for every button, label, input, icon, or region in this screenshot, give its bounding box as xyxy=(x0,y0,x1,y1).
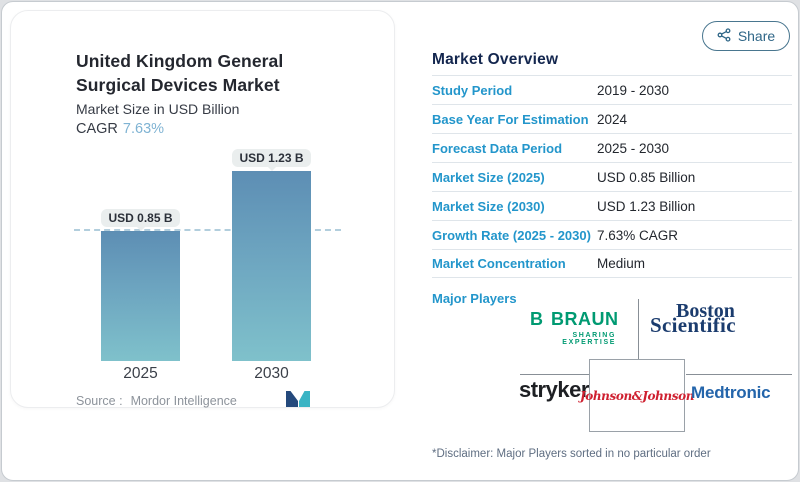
row-value: 2019 - 2030 xyxy=(597,82,670,98)
row-label: Growth Rate (2025 - 2030) xyxy=(432,227,591,243)
chart-subtitle: Market Size in USD Billion xyxy=(76,101,240,117)
row-label: Study Period xyxy=(432,82,513,98)
data-label-2030: USD 1.23 B xyxy=(232,149,311,171)
share-button-label: Share xyxy=(737,28,776,44)
chart-title: United Kingdom General Surgical Devices … xyxy=(76,51,284,95)
x-tick-2025: 2025 xyxy=(123,365,158,382)
reference-dashed-line xyxy=(74,229,341,231)
row-value: 2024 xyxy=(597,111,628,127)
row-value: USD 1.23 Billion xyxy=(597,198,696,214)
bbraun-b-letter: B xyxy=(530,309,543,329)
table-row-forecast-period: Forecast Data Period 2025 - 2030 xyxy=(432,133,792,162)
johnson-johnson-logo-box: Johnson&Johnson xyxy=(580,359,694,432)
stryker-logo: stryker xyxy=(519,377,589,402)
share-icon xyxy=(717,27,731,45)
row-label: Market Concentration xyxy=(432,256,566,271)
data-label-2025: USD 0.85 B xyxy=(101,209,180,231)
market-overview-title: Market Overview xyxy=(432,51,559,68)
table-row-base-year: Base Year For Estimation 2024 xyxy=(432,104,792,133)
row-label: Forecast Data Period xyxy=(432,140,563,156)
table-row-study-period: Study Period 2019 - 2030 xyxy=(432,75,792,104)
table-row-market-concentration: Market Concentration Medium xyxy=(432,249,792,278)
medtronic-logo: Medtronic xyxy=(691,383,771,402)
x-tick-2030: 2030 xyxy=(254,365,289,382)
bar-2025 xyxy=(101,231,180,361)
mordor-intelligence-logo-icon xyxy=(286,391,310,412)
players-horizontal-divider-left xyxy=(520,374,589,375)
cagr-value: 7.63% xyxy=(122,121,165,137)
row-label: Market Size (2030) xyxy=(432,198,545,214)
table-row-market-size-2030: Market Size (2030) USD 1.23 Billion xyxy=(432,191,792,220)
row-label: Market Size (2025) xyxy=(432,169,545,185)
row-value: Medium xyxy=(597,256,646,271)
bar-2030 xyxy=(232,171,311,361)
share-button[interactable]: Share xyxy=(702,21,790,51)
major-players-label: Major Players xyxy=(432,291,517,306)
johnson-johnson-logo: Johnson&Johnson xyxy=(579,388,695,403)
players-horizontal-divider-right xyxy=(686,374,792,375)
source-name: Mordor Intelligence xyxy=(130,394,237,408)
market-overview-table: Study Period 2019 - 2030 Base Year For E… xyxy=(432,75,792,278)
source-attribution: Source : Mordor Intelligence xyxy=(76,394,237,408)
row-value: 2025 - 2030 xyxy=(597,140,670,156)
table-row-market-size-2025: Market Size (2025) USD 0.85 Billion xyxy=(432,162,792,191)
players-disclaimer: *Disclaimer: Major Players sorted in no … xyxy=(432,448,711,460)
bbraun-tagline: SHARING EXPERTISE xyxy=(562,332,616,346)
chart-cagr: CAGR 7.63% xyxy=(76,121,164,137)
cagr-label: CAGR xyxy=(76,121,118,137)
bbraun-name: BRAUN xyxy=(551,309,619,329)
boston-line1: Boston xyxy=(676,300,735,322)
row-value: 7.63% CAGR xyxy=(597,227,679,243)
row-label: Base Year For Estimation xyxy=(432,111,589,127)
boston-line2: Scientific xyxy=(650,313,736,337)
boston-scientific-logo: Boston Scientific xyxy=(650,300,736,337)
source-label: Source : xyxy=(76,394,123,408)
row-value: USD 0.85 Billion xyxy=(597,169,696,185)
players-vertical-divider xyxy=(638,299,639,359)
table-row-growth-rate: Growth Rate (2025 - 2030) 7.63% CAGR xyxy=(432,220,792,249)
market-chart-card: United Kingdom General Surgical Devices … xyxy=(10,10,395,408)
bbraun-logo: B BRAUN SHARING EXPERTISE xyxy=(530,309,619,346)
